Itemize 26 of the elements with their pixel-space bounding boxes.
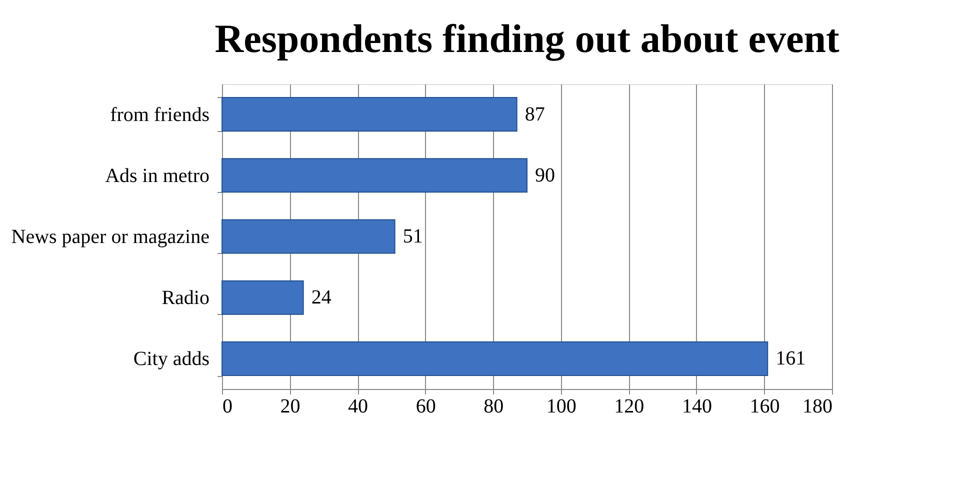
bar xyxy=(222,219,396,254)
y-tick-label: City adds xyxy=(133,348,210,370)
data-label: 90 xyxy=(535,164,555,186)
chart-title: Respondents finding out about event xyxy=(214,16,840,61)
y-tick-label: Radio xyxy=(162,287,210,310)
x-tick-label: 60 xyxy=(416,396,436,418)
x-tick-label: 40 xyxy=(348,396,368,418)
data-label: 51 xyxy=(402,226,423,248)
y-tick-label: Ads in metro xyxy=(105,164,210,187)
bar xyxy=(222,96,518,132)
x-tick-label: 20 xyxy=(280,396,300,418)
x-tick-label: 80 xyxy=(484,396,504,418)
bar xyxy=(222,341,768,376)
x-tick-label: 140 xyxy=(682,396,712,418)
x-tick-label: 180 xyxy=(802,396,832,418)
x-tick-label: 0 xyxy=(222,396,232,418)
x-tick-label: 160 xyxy=(750,396,780,418)
x-tick-label: 120 xyxy=(614,396,644,418)
x-tick-label: 100 xyxy=(546,396,576,418)
y-tick-label: News paper or magazine xyxy=(11,226,210,248)
bar xyxy=(222,280,304,315)
bar xyxy=(222,158,528,193)
data-label: 24 xyxy=(311,286,332,309)
y-tick-label: from friends xyxy=(110,104,210,126)
data-label: 87 xyxy=(524,103,545,126)
data-label: 161 xyxy=(776,348,806,370)
